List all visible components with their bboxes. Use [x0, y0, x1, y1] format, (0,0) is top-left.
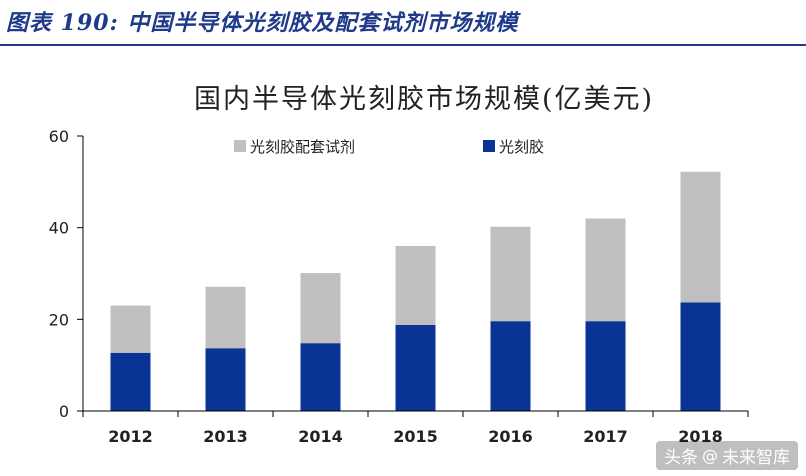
bar-2013-reagent — [205, 286, 246, 349]
bar-2016-reagent — [490, 226, 531, 322]
watermark-account: 未来智库 — [722, 448, 790, 468]
x-tick-label: 2012 — [108, 427, 153, 446]
legend-swatch-resist — [483, 140, 495, 152]
bar-2015-reagent — [395, 246, 436, 325]
y-tick-label: 20 — [49, 310, 69, 329]
y-tick-label: 40 — [49, 219, 69, 238]
legend: 光刻胶配套试剂 光刻胶 — [234, 138, 544, 156]
bar-2015-resist — [395, 324, 436, 411]
bar-2012-reagent — [110, 305, 151, 353]
bar-2017-resist — [585, 321, 626, 411]
bars-group — [110, 171, 721, 411]
y-tick-label: 0 — [59, 402, 69, 421]
watermark-badge: 头条 @ 未来智库 — [656, 441, 798, 470]
bar-2016-resist — [490, 321, 531, 411]
chart-title: 国内半导体光刻胶市场规模(亿美元) — [194, 84, 654, 115]
bar-2017-reagent — [585, 218, 626, 322]
legend-label-resist: 光刻胶 — [499, 138, 544, 156]
x-tick-label: 2017 — [583, 427, 628, 446]
bar-2018-reagent — [680, 171, 721, 303]
x-tick-label: 2016 — [488, 427, 533, 446]
watermark-at: @ — [702, 446, 718, 465]
caption-divider — [0, 44, 806, 46]
bar-2018-resist — [680, 302, 721, 411]
x-tick-label: 2018 — [678, 427, 723, 446]
x-tick-label: 2013 — [203, 427, 248, 446]
y-tick-label: 60 — [49, 127, 69, 146]
legend-swatch-reagent — [234, 140, 246, 152]
x-tick-label: 2014 — [298, 427, 343, 446]
bar-2014-reagent — [300, 273, 341, 344]
legend-label-reagent: 光刻胶配套试剂 — [250, 138, 355, 156]
bar-2014-resist — [300, 343, 341, 411]
axes-group: 2012 2013 2014 2015 2016 2017 2018 0 20 40 60 — [49, 127, 749, 446]
figure-caption: 图表 190: 中国半导体光刻胶及配套试剂市场规模 — [6, 10, 519, 36]
bar-2012-resist — [110, 352, 151, 411]
x-tick-label: 2015 — [393, 427, 438, 446]
watermark-platform: 头条 — [664, 448, 698, 468]
bar-2013-resist — [205, 348, 246, 411]
